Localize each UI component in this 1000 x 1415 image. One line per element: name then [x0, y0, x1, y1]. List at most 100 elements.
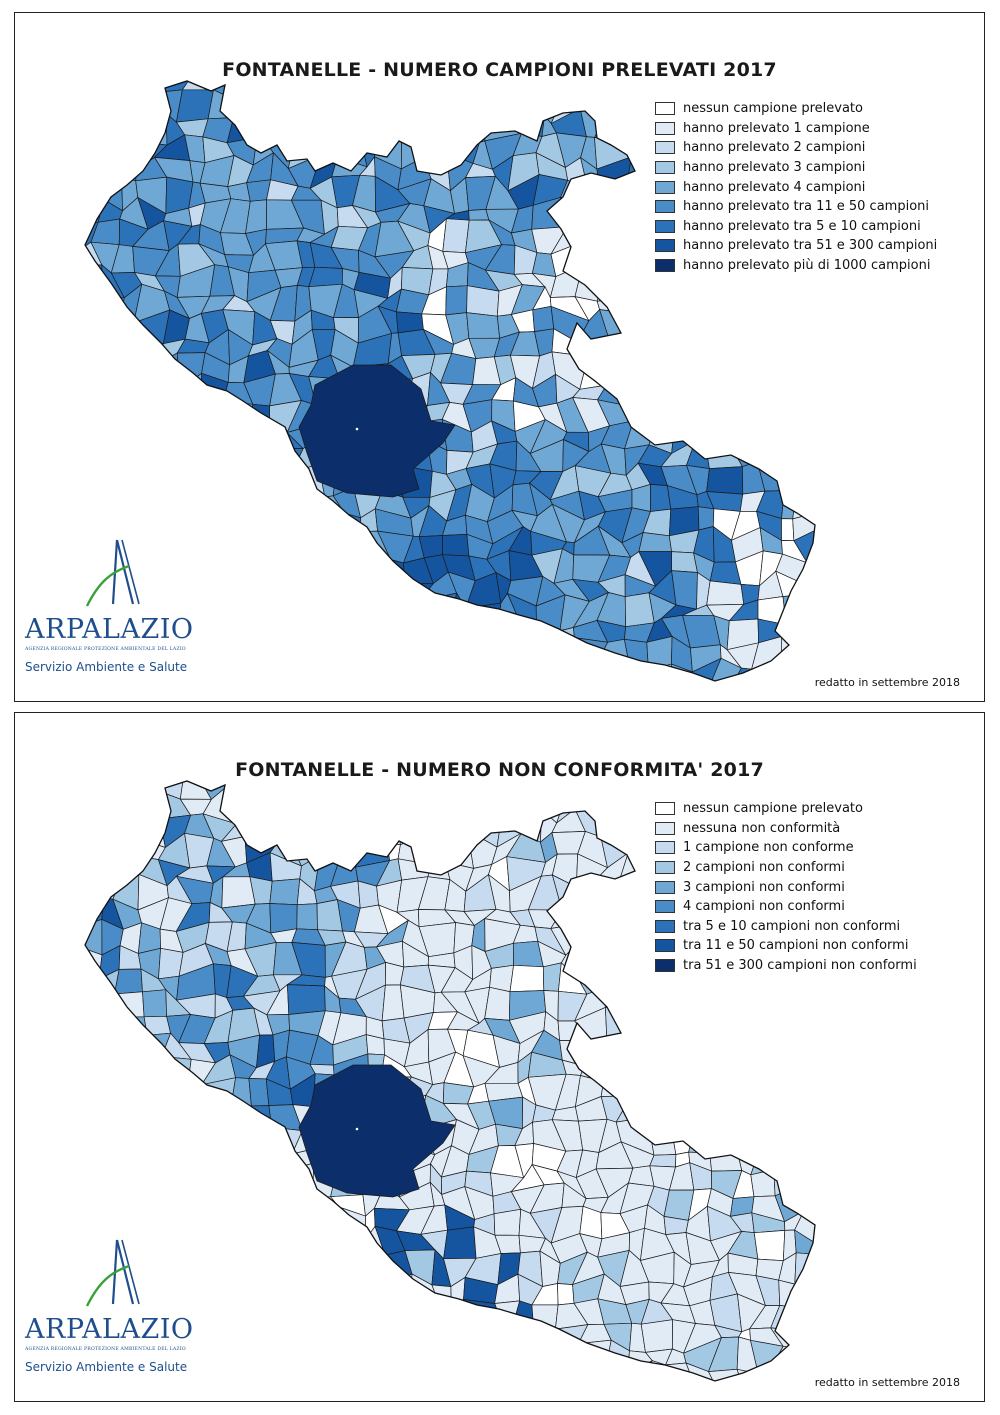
municipality: [198, 1186, 238, 1214]
municipality: [484, 781, 519, 799]
municipality: [711, 308, 742, 341]
municipality: [596, 275, 619, 302]
municipality: [907, 1143, 939, 1167]
municipality: [798, 613, 815, 655]
municipality: [110, 141, 140, 170]
municipality: [118, 1161, 146, 1189]
municipality: [290, 1380, 316, 1381]
municipality: [824, 379, 839, 397]
municipality: [269, 1214, 294, 1231]
municipality: [792, 396, 815, 422]
municipality: [638, 532, 673, 552]
municipality: [887, 1055, 914, 1089]
municipality: [441, 113, 480, 146]
municipality: [910, 527, 941, 560]
municipality: [772, 81, 802, 97]
legend-label: 2 campioni non conformi: [683, 860, 845, 876]
municipality: [792, 1125, 815, 1146]
municipality: [231, 439, 253, 473]
municipality: [85, 785, 103, 812]
municipality: [397, 823, 425, 846]
municipality: [529, 680, 565, 681]
municipality: [277, 483, 301, 517]
municipality: [884, 1084, 915, 1110]
municipality: [660, 1036, 693, 1065]
municipality: [886, 618, 911, 641]
municipality: [131, 461, 171, 496]
logo-subtitle: AGENZIA REGIONALE PROTEZIONE AMBIENTALE …: [25, 647, 186, 652]
municipality: [165, 1141, 187, 1174]
municipality: [185, 418, 213, 452]
municipality: [641, 1076, 677, 1111]
municipality: [405, 1294, 437, 1332]
municipality: [845, 1274, 870, 1294]
municipality: [316, 815, 338, 836]
municipality: [307, 648, 344, 662]
municipality: [580, 1388, 599, 1402]
municipality: [748, 321, 774, 347]
municipality: [120, 1034, 148, 1066]
municipality: [289, 1251, 323, 1288]
municipality: [802, 1183, 815, 1212]
municipality: [131, 441, 171, 465]
municipality: [308, 266, 343, 288]
municipality: [419, 796, 454, 825]
municipality: [750, 1039, 786, 1057]
municipality: [794, 986, 815, 1023]
municipality: [91, 466, 123, 497]
municipality: [85, 1206, 96, 1234]
map-title: FONTANELLE - NUMERO CAMPIONI PRELEVATI 2…: [222, 59, 777, 81]
municipality: [244, 662, 282, 681]
municipality: [826, 1324, 850, 1351]
municipality: [115, 505, 151, 537]
municipality: [909, 515, 940, 533]
legend-label: nessun campione prelevato: [683, 101, 863, 117]
municipality: [917, 837, 942, 863]
municipality: [567, 1382, 589, 1402]
municipality: [907, 1098, 941, 1133]
municipality: [778, 396, 809, 423]
municipality: [564, 1371, 581, 1381]
municipality: [115, 1181, 145, 1215]
municipality: [442, 218, 470, 254]
municipality: [245, 1138, 277, 1179]
municipality: [874, 1316, 895, 1341]
municipality: [330, 1272, 366, 1300]
municipality: [782, 1380, 805, 1381]
municipality: [226, 643, 261, 672]
municipality: [85, 1145, 106, 1176]
municipality: [867, 985, 898, 1018]
municipality: [143, 1161, 173, 1191]
municipality: [446, 1389, 476, 1402]
municipality: [136, 1081, 171, 1104]
municipality: [332, 1296, 366, 1330]
municipality: [575, 921, 597, 950]
municipality: [587, 81, 613, 91]
municipality: [862, 1254, 896, 1275]
municipality: [842, 604, 866, 627]
municipality: [732, 1039, 760, 1067]
legend-swatch: [655, 200, 675, 214]
municipality: [177, 687, 210, 702]
municipality: [750, 417, 788, 454]
municipality: [773, 1144, 802, 1178]
municipality: [205, 548, 235, 588]
municipality: [117, 1074, 148, 1104]
municipality: [489, 1369, 521, 1381]
municipality: [828, 1340, 852, 1367]
municipality: [629, 781, 655, 798]
municipality: [118, 350, 143, 387]
municipality-rome: [298, 1064, 456, 1198]
municipality: [243, 573, 282, 602]
municipality: [467, 781, 494, 799]
date-note: redatto in settembre 2018: [814, 676, 960, 689]
municipality: [709, 1147, 743, 1172]
municipality: [230, 81, 257, 100]
municipality: [682, 81, 708, 101]
municipality: [209, 1126, 235, 1155]
municipality: [110, 781, 144, 798]
municipality: [618, 942, 653, 980]
municipality: [792, 316, 815, 336]
municipality: [188, 1182, 200, 1207]
municipality: [440, 81, 474, 105]
